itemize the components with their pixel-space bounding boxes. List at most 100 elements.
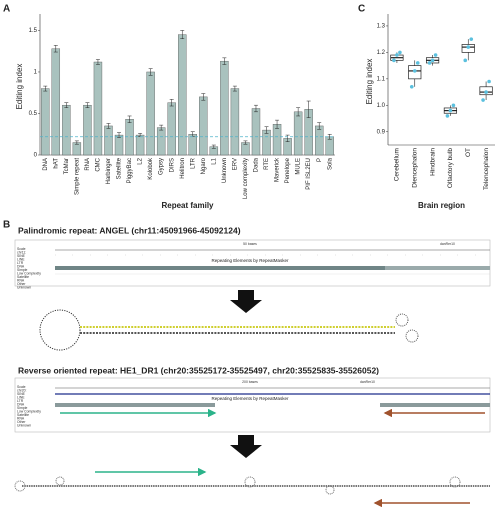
track-label: Simple [17,406,27,410]
x-tick-label: Ngaro [201,157,207,174]
panel-label: A [3,4,10,15]
error-bar [253,104,258,113]
error-bar [74,140,79,145]
point [427,61,432,65]
error-bar [211,144,216,149]
bar [220,60,229,156]
bar [135,134,145,156]
x-tick-label: Cerebellum [394,148,401,181]
x-tick-label: PiggyBac [127,158,133,183]
error-bar [159,124,164,131]
point [392,58,396,63]
bar [251,108,261,156]
point [484,90,488,94]
y-axis-title: Editing index [365,59,374,105]
point [463,58,468,63]
bar [230,88,240,156]
point [481,98,485,102]
point [469,37,474,41]
x-axis-title: Brain region [418,201,465,210]
bar [188,134,197,156]
y-tick-label: 1.5 [29,28,38,34]
error-bar [148,68,153,76]
error-bar [222,57,227,65]
bar [104,125,113,156]
x-tick-label: Dada [254,157,260,172]
error-bar [201,93,206,101]
bar [146,71,155,156]
bar [156,127,166,156]
bar [262,129,271,156]
track-label: LINE [17,395,25,399]
bar [293,111,303,156]
bar [199,96,208,156]
bar [125,119,134,156]
point [395,53,399,57]
x-tick-label: RNA [85,158,91,171]
y-tick-label: 1.1 [377,76,386,82]
error-bar [64,102,69,108]
point [430,58,435,63]
track-label: RNA [17,416,25,420]
point [433,53,438,57]
point [412,69,417,73]
x-tick-label: MULE [296,158,302,175]
error-bar [53,45,58,53]
scale-text: 200 bases [242,380,258,384]
bar [93,61,103,156]
x-tick-label: L2 [138,157,144,164]
browser-2 [14,377,491,433]
track-title: Repeating Elements by RepeatMasker [211,258,289,263]
track-label: SINE [17,254,26,258]
point [466,45,471,49]
y-tick-label: 1 [34,70,38,76]
error-bar [95,59,100,65]
track-label: LINE [17,257,25,261]
track-label: LTR [17,261,24,265]
x-tick-label: Unknown [222,158,228,183]
track-title: Repeating Elements by RepeatMasker [211,396,289,401]
error-bar [327,133,332,140]
x-tick-label: TcMar [64,158,70,174]
track-label: RNA [17,278,25,282]
point [409,84,414,89]
assembly: danRer10 [360,380,375,384]
down-arrow [230,290,262,313]
track-label: Low Complexity [17,409,41,413]
x-tick-label: Telencephalon [483,148,490,190]
error-bar [106,123,111,129]
error-bar [243,140,248,145]
x-tick-label: RTE [264,158,270,170]
x-tick-label: DNA [43,158,49,171]
error-bar [264,126,269,134]
x-tick-label: Maverick [275,157,281,182]
track-label: Unknown [17,423,31,427]
track-label: Other [17,282,26,286]
bar [51,48,61,156]
panel-label: B [3,220,10,231]
browser-1 [14,239,491,287]
x-tick-label: LTR [190,157,196,169]
x-tick-label: P [317,158,323,162]
bar [114,134,124,156]
x-tick-label: Penelope [285,157,291,183]
row-title: Reverse oriented repeat: HE1_DR1 (chr20:… [18,365,379,375]
x-tick-label: L1 [211,157,217,164]
track-label: Simple [17,268,27,272]
bar [272,124,282,156]
x-tick-label: Sola [327,157,333,170]
error-bar [285,134,290,142]
x-tick-label: Harbinger [106,158,112,184]
x-tick-label: Diencephalon [411,148,418,188]
x-tick-label: Simple repeat [74,158,80,195]
point [415,61,420,65]
error-bar [232,85,237,92]
track-label: Unknown [17,285,31,289]
error-bar [180,30,185,40]
track-label: SINE [17,392,26,396]
track-label: chr20: [17,388,26,392]
error-bar [275,119,280,129]
track-label: Other [17,420,26,424]
x-tick-label: Kolobok [148,157,154,180]
